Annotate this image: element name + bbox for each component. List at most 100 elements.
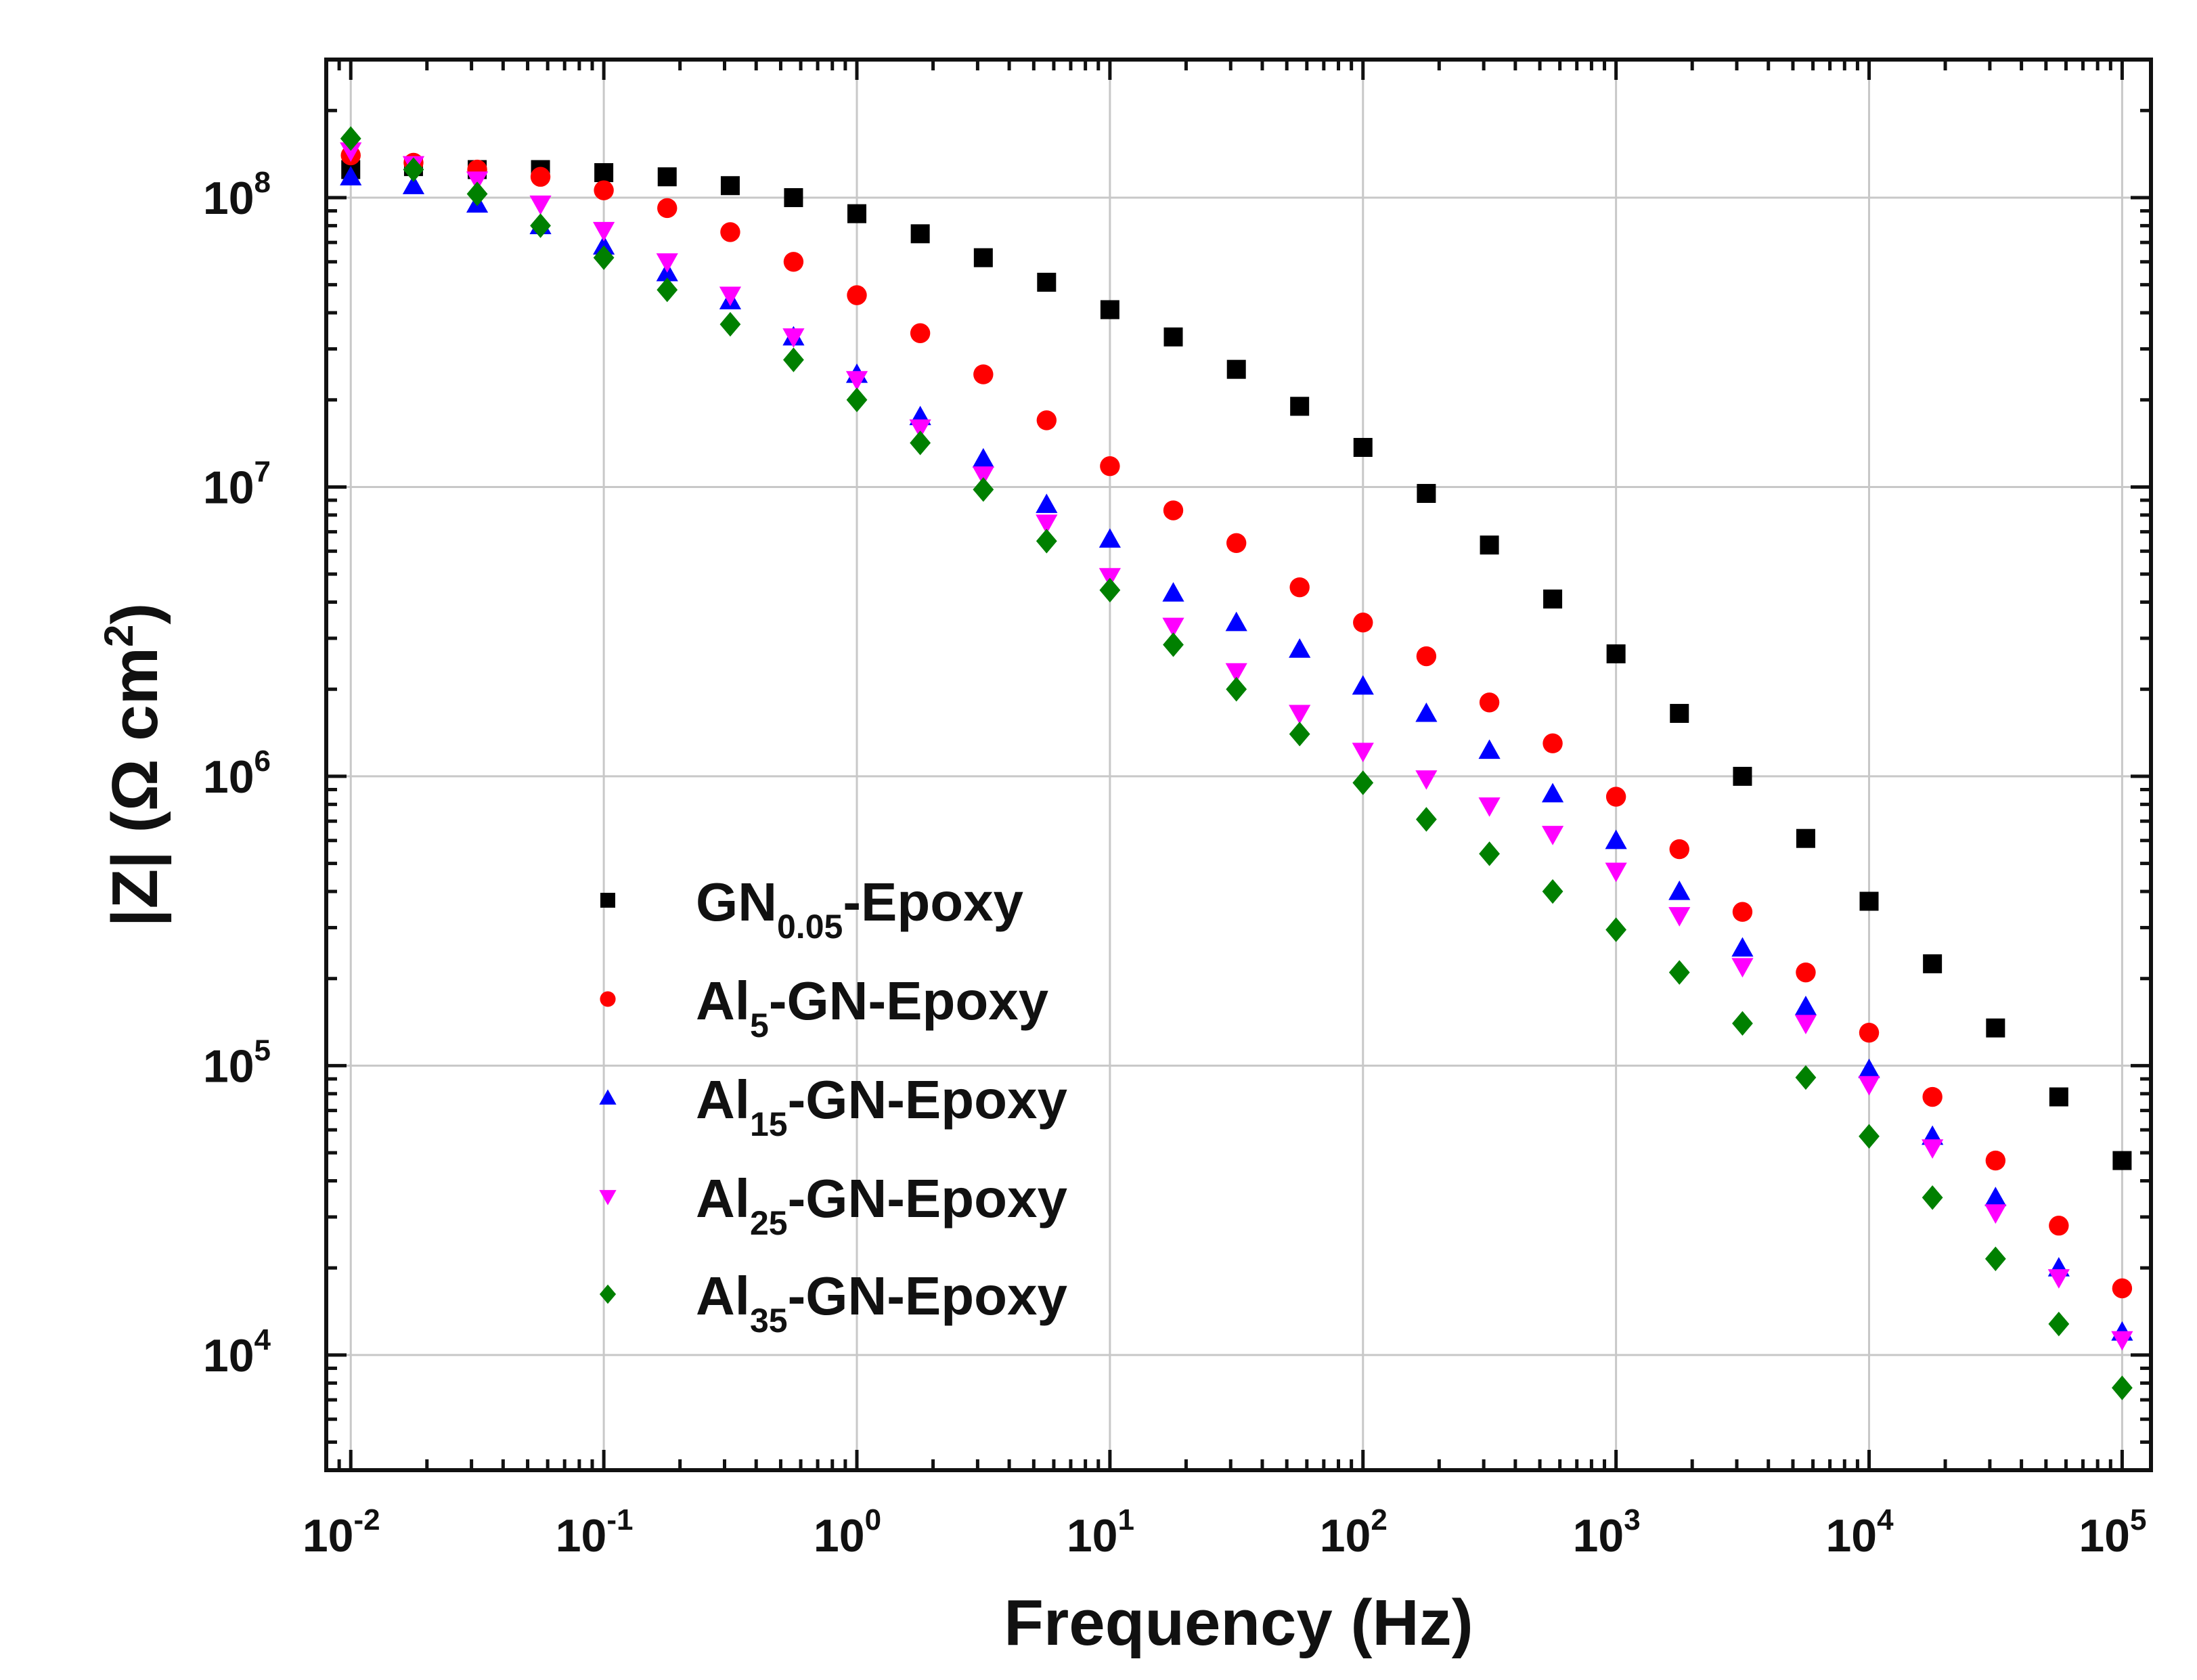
data-point [1290, 397, 1310, 416]
data-point [1795, 1065, 1817, 1090]
data-point [1984, 1246, 2006, 1271]
data-point [846, 387, 868, 412]
legend-marker [600, 991, 616, 1007]
data-point [1668, 907, 1691, 927]
y-tick-base: 10 [203, 173, 254, 224]
x-tick-exp: 1 [1117, 1503, 1134, 1537]
data-point [1479, 841, 1500, 866]
data-point [1733, 766, 1752, 786]
y-tick-base: 10 [203, 1330, 254, 1381]
data-point [530, 167, 551, 187]
x-tick-exp: 3 [1624, 1503, 1640, 1537]
data-point [910, 224, 930, 244]
data-point [1479, 692, 1500, 713]
data-point [847, 204, 866, 223]
data-point [1289, 722, 1310, 747]
data-point [1732, 902, 1753, 922]
data-point [1415, 770, 1438, 790]
y-tick-label: 108 [203, 166, 271, 224]
data-point [845, 371, 868, 391]
data-point [2112, 1278, 2133, 1299]
y-tick-label: 107 [203, 455, 271, 513]
data-point [340, 126, 361, 151]
data-point [2112, 1151, 2132, 1170]
y-axis-title-main: |Z| (Ω cm [99, 647, 172, 927]
x-tick-base: 10 [303, 1510, 354, 1562]
x-tick-exp: -1 [606, 1503, 633, 1537]
x-tick-label: 105 [2079, 1503, 2146, 1562]
data-point [340, 142, 362, 162]
x-tick-exp: 2 [1371, 1503, 1387, 1537]
data-point [1289, 638, 1311, 658]
legend-label-suffix: -GN-Epoxy [769, 971, 1049, 1031]
data-point [1670, 703, 1689, 723]
x-tick-label: 102 [1320, 1503, 1388, 1562]
legend-label-suffix: -GN-Epoxy [788, 1266, 1068, 1326]
legend-label-sub: 5 [750, 1007, 769, 1044]
y-tick-base: 10 [203, 751, 254, 803]
data-point [1289, 577, 1310, 598]
data-point [1352, 675, 1374, 695]
legend-label: Al35-GN-Epoxy [696, 1266, 1067, 1340]
data-point [1478, 739, 1501, 759]
y-tick-exp: 5 [254, 1034, 271, 1067]
y-tick-exp: 7 [254, 455, 271, 488]
data-point [403, 157, 424, 182]
legend-label-suffix: -GN-Epoxy [788, 1069, 1068, 1130]
legend-label-sub: 0.05 [777, 908, 843, 946]
data-point [1480, 535, 1499, 555]
data-point [1796, 828, 1815, 848]
legend: GN0.05-EpoxyAl5-GN-EpoxyAl15-GN-EpoxyAl2… [599, 872, 1067, 1340]
data-point [783, 252, 804, 272]
legend-label-main: Al [696, 1168, 750, 1229]
legend-label-suffix: -Epoxy [843, 872, 1023, 932]
data-point [1922, 1086, 1943, 1107]
data-point [2111, 1331, 2133, 1351]
data-point [2047, 1269, 2070, 1289]
plot-frame [324, 58, 2153, 1472]
data-point [1417, 483, 1436, 503]
data-point [1098, 568, 1121, 588]
data-point [340, 166, 362, 185]
data-point [1353, 437, 1373, 457]
data-point [1731, 937, 1754, 957]
data-point [1036, 410, 1057, 430]
data-point [1669, 839, 1689, 860]
legend-label-main: Al [696, 971, 750, 1031]
y-tick-exp: 8 [254, 166, 271, 199]
data-point [783, 347, 804, 372]
data-point [972, 447, 994, 468]
x-tick-base: 10 [556, 1510, 607, 1562]
x-tick-exp: 0 [865, 1503, 881, 1537]
data-point [1859, 1022, 1880, 1043]
x-tick-label: 10-2 [303, 1503, 380, 1562]
y-axis-title-close: ) [99, 603, 171, 625]
data-point [1668, 880, 1691, 900]
legend-item: Al15-GN-Epoxy [599, 1069, 1067, 1143]
data-point [1668, 960, 1690, 985]
data-point [466, 171, 489, 192]
data-point [1731, 958, 1754, 978]
data-point [529, 195, 552, 215]
y-tick-base: 10 [203, 1040, 254, 1092]
data-point [847, 285, 867, 305]
data-point [1796, 962, 1816, 983]
data-point [910, 430, 931, 456]
y-tick-label: 106 [203, 745, 271, 803]
data-point [1541, 782, 1564, 803]
data-point [1605, 917, 1627, 942]
legend-item: Al35-GN-Epoxy [599, 1266, 1067, 1340]
data-point [656, 253, 678, 273]
y-tick-exp: 6 [254, 745, 271, 778]
data-point [1163, 632, 1184, 657]
data-point [1352, 743, 1374, 763]
data-point [2111, 1375, 2133, 1400]
data-point [1605, 787, 1626, 807]
data-point [910, 323, 931, 343]
data-point [973, 477, 994, 502]
data-point [2049, 1216, 2069, 1236]
data-point [1541, 826, 1564, 845]
